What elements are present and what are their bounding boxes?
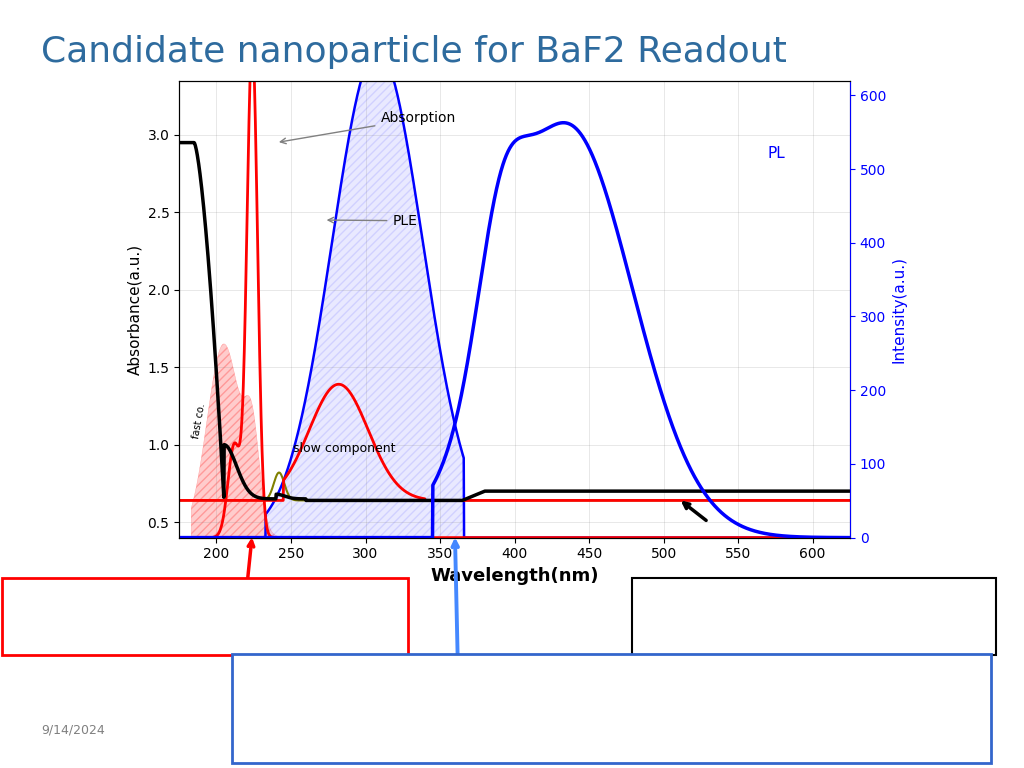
Text: 9/14/2024: 9/14/2024 — [41, 723, 104, 736]
Y-axis label: Absorbance(a.u.): Absorbance(a.u.) — [127, 243, 142, 375]
Text: Absorption: Absorption — [281, 111, 456, 144]
Text: fast co.: fast co. — [191, 402, 207, 439]
Y-axis label: Intensity(a.u.): Intensity(a.u.) — [892, 256, 906, 362]
Text: absorption peak of nanoparticle: absorption peak of nanoparticle — [23, 608, 298, 624]
Text: Overlap of slow component and nanoparticle emission:
1) wave-shift to longer wav: Overlap of slow component and nanopartic… — [254, 668, 719, 698]
Text: slow component: slow component — [294, 442, 396, 455]
Text: 5: 5 — [962, 717, 971, 730]
Text: Little absorption for
wavelengths >250 nm: Little absorption for wavelengths >250 n… — [653, 590, 845, 622]
X-axis label: Wavelength(nm): Wavelength(nm) — [430, 567, 599, 585]
Text: 224 nm emission of BaF2: 224 nm emission of BaF2 — [23, 590, 239, 605]
Text: PL: PL — [768, 146, 785, 161]
Text: PLE: PLE — [328, 214, 417, 227]
Text: Candidate nanoparticle for BaF2 Readout: Candidate nanoparticle for BaF2 Readout — [41, 35, 786, 68]
